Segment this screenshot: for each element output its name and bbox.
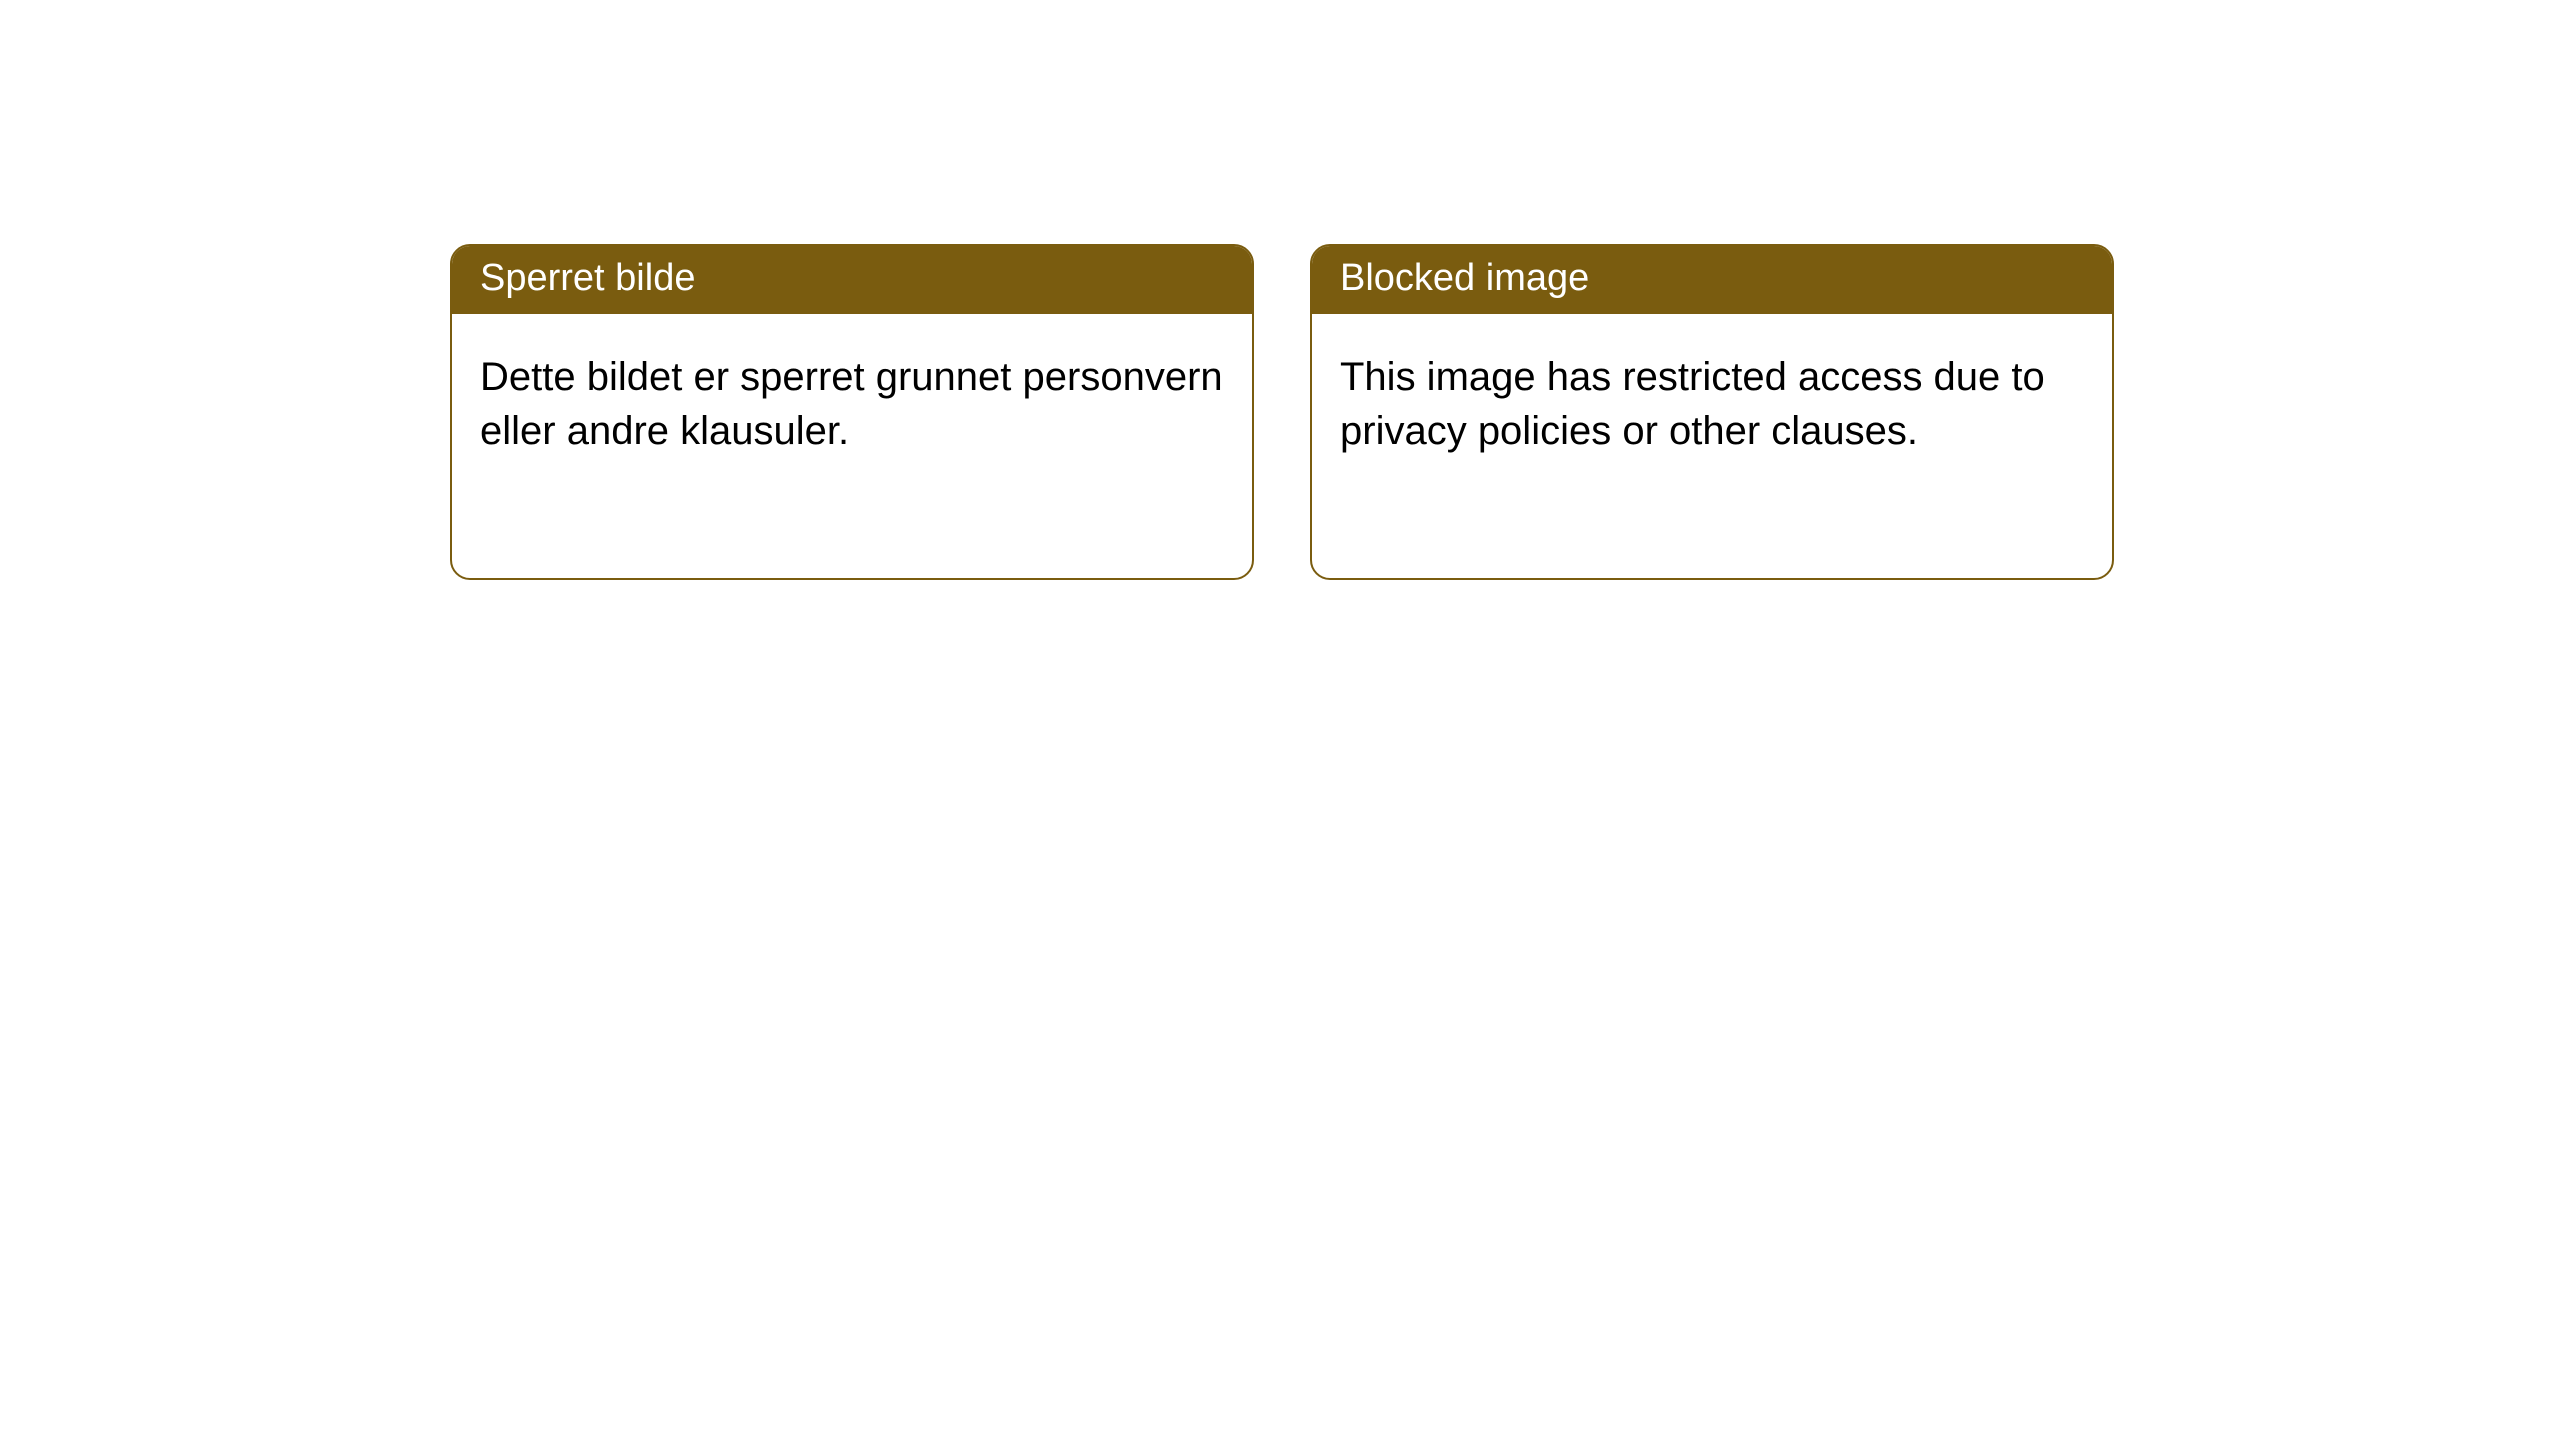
cards-container: Sperret bilde Dette bildet er sperret gr…: [0, 0, 2560, 580]
card-header-en: Blocked image: [1312, 246, 2112, 314]
card-body-en: This image has restricted access due to …: [1312, 314, 2112, 494]
card-header-no: Sperret bilde: [452, 246, 1252, 314]
blocked-image-card-en: Blocked image This image has restricted …: [1310, 244, 2114, 580]
blocked-image-card-no: Sperret bilde Dette bildet er sperret gr…: [450, 244, 1254, 580]
card-body-no: Dette bildet er sperret grunnet personve…: [452, 314, 1252, 494]
